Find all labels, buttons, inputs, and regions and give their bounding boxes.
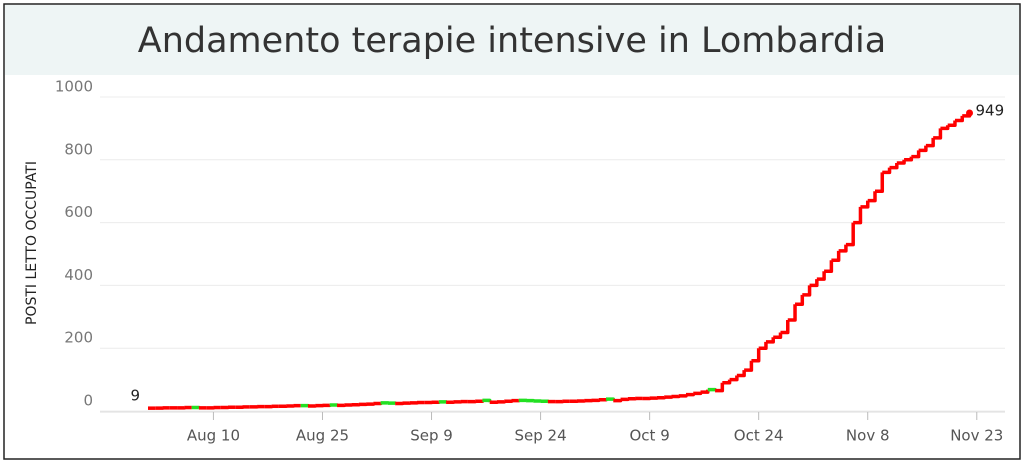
line-segment: [853, 206, 863, 225]
x-tick-label: Nov 23: [950, 427, 1003, 445]
line-segment: [496, 400, 506, 404]
x-tick-label: Aug 25: [296, 427, 349, 445]
line-segment: [787, 304, 797, 322]
line-segment: [751, 348, 761, 363]
line-segment: [816, 271, 826, 281]
line-segment: [678, 394, 688, 398]
frame: [3, 3, 1021, 460]
line-segment: [802, 285, 812, 297]
line-segment: [780, 319, 790, 335]
line-segment: [366, 402, 376, 406]
data-label: 9: [130, 387, 140, 405]
line-segment: [504, 399, 514, 404]
y-tick-label: 800: [64, 140, 93, 158]
chart-title: Andamento terapie intensive in Lombardia: [138, 21, 886, 61]
x-tick-label: Sep 9: [410, 427, 453, 445]
line-segment: [707, 387, 717, 392]
line-segment: [693, 391, 703, 396]
line-segment: [475, 399, 485, 404]
line-segment: [598, 397, 608, 402]
line-segment: [373, 401, 383, 406]
line-segment: [620, 397, 630, 402]
title-band: [5, 5, 1019, 75]
line-segment: [613, 398, 623, 403]
line-segment: [591, 398, 601, 403]
y-tick-label: 400: [64, 266, 93, 284]
line-segment: [656, 396, 666, 400]
x-tick-label: Aug 10: [187, 427, 240, 445]
line-segment: [744, 360, 754, 372]
line-segment: [860, 200, 870, 209]
x-tick-label: Oct 9: [630, 427, 670, 445]
line-segment: [809, 279, 819, 288]
line-segment: [671, 394, 681, 399]
line-segment: [831, 250, 841, 263]
line-segment: [925, 137, 935, 148]
line-segment: [875, 172, 885, 193]
line-segment: [606, 397, 616, 401]
line-segment: [758, 341, 768, 350]
line-segment: [867, 191, 877, 203]
line-segment: [933, 128, 943, 140]
x-tick-label: Oct 24: [734, 427, 784, 445]
line-segment: [845, 222, 855, 247]
line-segment: [685, 392, 695, 397]
y-tick-label: 1000: [55, 78, 93, 96]
line-segment: [482, 398, 492, 403]
y-tick-label: 0: [83, 392, 93, 410]
y-tick-label: 200: [64, 329, 93, 347]
line-segment: [911, 150, 921, 159]
line-segment: [736, 370, 746, 378]
line-segment: [664, 395, 674, 399]
end-point: [966, 109, 974, 117]
x-tick-label: Sep 24: [515, 427, 567, 445]
y-tick-label: 600: [64, 203, 93, 221]
line-segment: [824, 260, 834, 274]
y-axis-title: POSTI LETTO OCCUPATI: [24, 161, 40, 325]
line-segment: [795, 294, 805, 306]
line-segment: [838, 244, 848, 253]
x-tick-label: Nov 8: [846, 427, 890, 445]
line-segment: [715, 382, 725, 393]
data-label: 949: [976, 102, 1005, 120]
